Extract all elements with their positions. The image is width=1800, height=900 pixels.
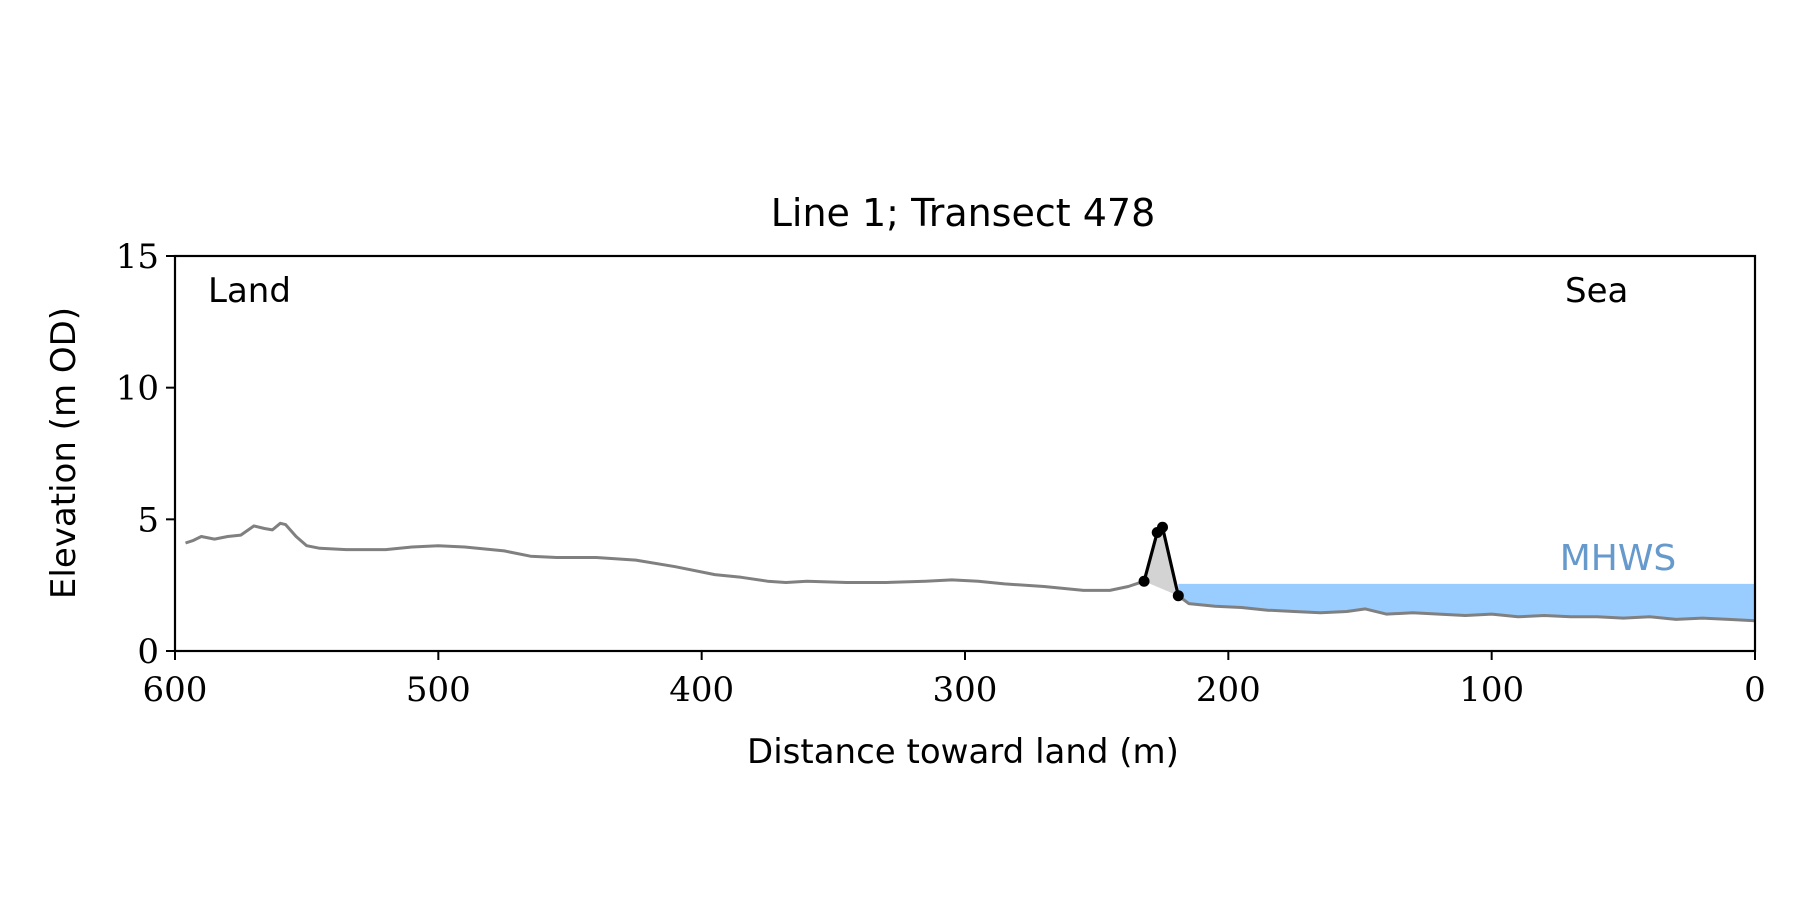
x-tick-label: 100 [1459, 670, 1524, 710]
x-axis: 600 500 400 300 200 100 0 [143, 651, 1766, 710]
x-tick-label: 400 [669, 670, 734, 710]
y-axis-label: Elevation (m OD) [44, 307, 84, 599]
x-tick-label: 300 [933, 670, 998, 710]
y-tick-label: 15 [116, 237, 159, 277]
x-axis-label: Distance toward land (m) [747, 732, 1179, 772]
x-tick-label: 200 [1196, 670, 1261, 710]
x-tick-label: 0 [1744, 670, 1766, 710]
dune-point [1172, 590, 1184, 602]
sea-annotation: Sea [1565, 271, 1628, 311]
y-tick-label: 10 [116, 369, 159, 409]
seaward-line [1177, 594, 1756, 623]
dune-point [1157, 521, 1168, 533]
dune-points [1138, 521, 1184, 602]
chart-title: Line 1; Transect 478 [771, 191, 1156, 235]
y-tick-label: 0 [137, 632, 159, 672]
x-tick-label: 600 [143, 670, 208, 710]
mhws-annotation: MHWS [1560, 538, 1677, 579]
dune-fill [1144, 527, 1179, 596]
profile-line [185, 521, 1145, 592]
y-tick-label: 5 [137, 500, 159, 540]
plot-area [173, 254, 1757, 653]
dune-point [1138, 575, 1150, 587]
land-annotation: Land [208, 271, 291, 311]
x-tick-label: 500 [406, 670, 471, 710]
y-axis: 0 5 10 15 [116, 237, 175, 672]
